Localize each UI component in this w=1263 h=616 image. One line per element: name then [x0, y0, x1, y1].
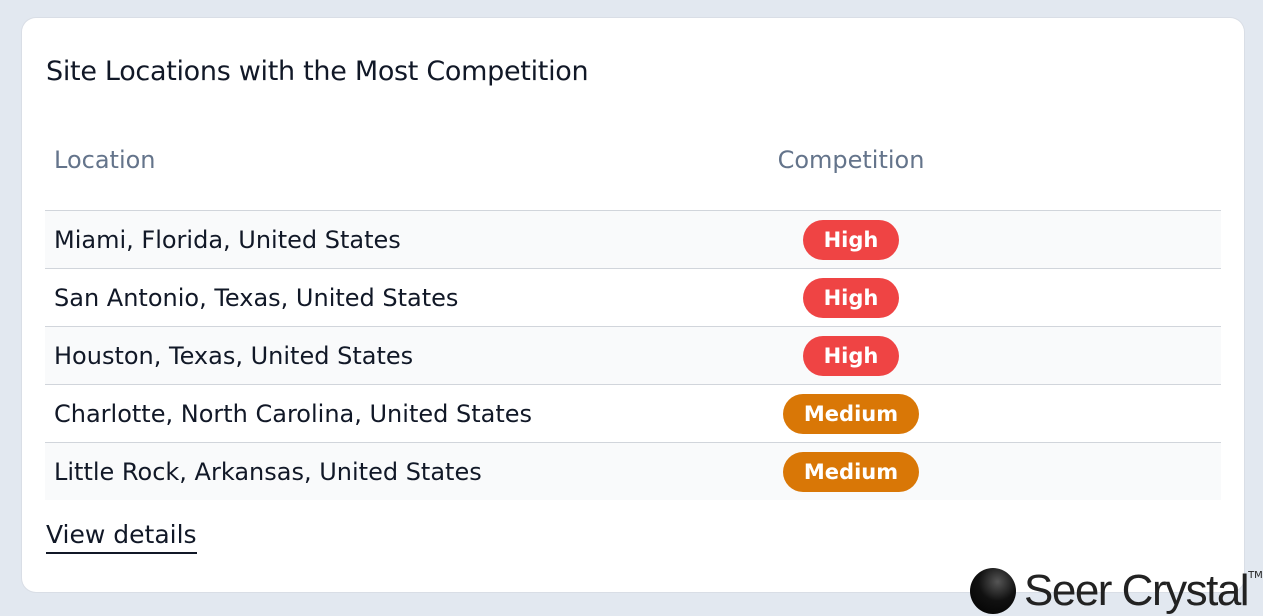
competition-card: Site Locations with the Most Competition… [22, 18, 1244, 592]
competition-badge: High [802, 277, 900, 318]
column-header-location: Location [45, 142, 632, 211]
competition-cell: High [632, 326, 1221, 385]
trademark: TM [1248, 570, 1263, 581]
competition-table: Location Competition Miami, Florida, Uni… [45, 142, 1221, 500]
competition-cell: Medium [632, 442, 1221, 500]
location-cell: Houston, Texas, United States [45, 326, 632, 385]
competition-cell: Medium [632, 384, 1221, 443]
seer-crystal-logo: Seer Crystal TM [970, 566, 1263, 616]
location-cell: Charlotte, North Carolina, United States [45, 384, 632, 443]
competition-badge: High [802, 219, 900, 260]
crystal-ball-icon [970, 568, 1016, 614]
location-cell: Little Rock, Arkansas, United States [45, 442, 632, 500]
competition-badge: Medium [782, 451, 920, 492]
table-row: Little Rock, Arkansas, United States Med… [45, 442, 1221, 500]
table-row: San Antonio, Texas, United States High [45, 268, 1221, 327]
view-details-link[interactable]: View details [46, 520, 197, 554]
card-title: Site Locations with the Most Competition [46, 56, 589, 87]
competition-cell: High [632, 268, 1221, 327]
competition-badge: Medium [782, 393, 920, 434]
column-header-competition: Competition [632, 142, 1221, 211]
table-row: Charlotte, North Carolina, United States… [45, 384, 1221, 443]
table-row: Miami, Florida, United States High [45, 210, 1221, 269]
logo-text: Seer Crystal [1024, 566, 1250, 615]
location-cell: Miami, Florida, United States [45, 210, 632, 269]
competition-badge: High [802, 335, 900, 376]
table-row: Houston, Texas, United States High [45, 326, 1221, 385]
location-cell: San Antonio, Texas, United States [45, 268, 632, 327]
competition-cell: High [632, 210, 1221, 269]
